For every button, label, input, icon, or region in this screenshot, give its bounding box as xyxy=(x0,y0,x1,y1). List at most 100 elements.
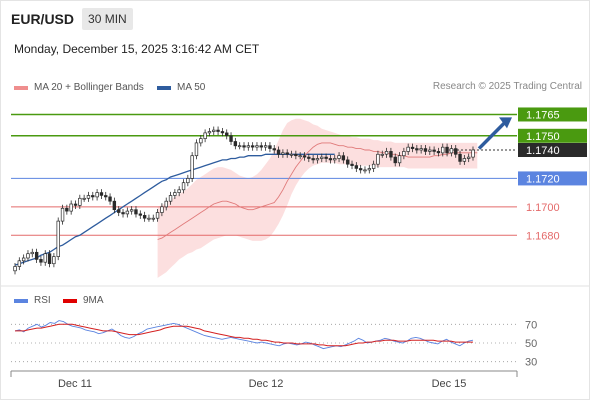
rsi-swatch xyxy=(14,298,28,303)
candle-body xyxy=(177,189,181,193)
candle-body xyxy=(43,253,47,263)
candle-body xyxy=(160,206,164,213)
candle-body xyxy=(129,209,134,212)
candle-body xyxy=(389,151,393,158)
research-credit: Research © 2025 Trading Central xyxy=(432,81,582,92)
candle-body xyxy=(281,152,285,155)
candle-body xyxy=(328,158,333,161)
candle-body xyxy=(164,200,168,208)
candle-body xyxy=(86,195,91,199)
candle-body xyxy=(346,159,350,165)
candle-body xyxy=(454,148,458,155)
candle-body xyxy=(121,212,125,215)
candle-body xyxy=(56,220,60,257)
candle-body xyxy=(255,145,259,148)
candle-body xyxy=(363,169,367,172)
level-label-1.1700: 1.1700 xyxy=(526,202,560,214)
candle-body xyxy=(380,153,384,156)
candle-body xyxy=(402,151,406,157)
candle-body xyxy=(458,153,462,162)
rsi-series-9MA xyxy=(15,323,473,347)
legend-rsi: RSI xyxy=(14,295,51,306)
legend-ma50: MA 50 xyxy=(157,82,205,93)
candle-body xyxy=(237,145,242,148)
candle-body xyxy=(117,209,121,213)
candle-body xyxy=(397,155,402,164)
level-label-1.1750: 1.1750 xyxy=(526,131,560,143)
level-label-1.1765: 1.1765 xyxy=(526,109,560,121)
candle-body xyxy=(134,209,138,215)
candle-body xyxy=(371,163,376,169)
ma20-line xyxy=(157,142,478,240)
candle-body xyxy=(99,192,104,196)
candle-body xyxy=(34,251,39,260)
candle-body xyxy=(354,165,359,169)
level-label-1.1740: 1.1740 xyxy=(526,145,560,157)
candle-body xyxy=(104,195,108,198)
candle-body xyxy=(173,192,177,196)
forecast-arrow-shaft xyxy=(477,120,508,150)
candle-body xyxy=(441,146,445,154)
candle-body xyxy=(65,207,69,212)
candle-body xyxy=(449,148,454,154)
candle-body xyxy=(186,178,190,184)
candle-body xyxy=(350,163,354,166)
candle-body xyxy=(341,155,346,161)
level-label-1.1680: 1.1680 xyxy=(526,230,560,242)
level-label-box-1.1720 xyxy=(518,171,587,186)
bollinger-band-area xyxy=(157,118,478,278)
candle-body xyxy=(263,145,268,148)
level-label-box-1.1765 xyxy=(518,107,587,122)
instrument-label: EUR/USD xyxy=(11,11,75,27)
candle-body xyxy=(220,131,225,134)
level-label-1.1720: 1.1720 xyxy=(526,173,560,185)
ma20-legend-label: MA 20 + Bollinger Bands xyxy=(34,82,144,93)
candle-body xyxy=(436,151,441,154)
candle-body xyxy=(289,153,294,156)
legend-rsi-ma: 9MA xyxy=(63,295,104,306)
level-label-box-1.1740 xyxy=(518,143,587,157)
candle-body xyxy=(108,196,112,202)
x-tick-label: Dec 12 xyxy=(249,378,284,390)
candle-body xyxy=(307,156,311,159)
candle-body xyxy=(82,197,86,200)
candle-body xyxy=(30,251,34,255)
candle-body xyxy=(333,158,337,161)
candle-body xyxy=(39,259,43,263)
candle-body xyxy=(324,156,328,159)
candle-body xyxy=(138,213,143,216)
candle-body xyxy=(298,155,302,158)
candle-body xyxy=(246,145,251,148)
timeframe-badge[interactable]: 30 MIN xyxy=(82,8,133,30)
forecast-arrow-head xyxy=(499,117,512,129)
candle-body xyxy=(311,158,315,161)
candle-body xyxy=(337,155,341,159)
candle-body xyxy=(73,203,78,206)
candle-body xyxy=(419,148,423,151)
candle-body xyxy=(233,141,238,147)
candle-body xyxy=(151,217,155,220)
candle-body xyxy=(406,146,410,152)
candle-body xyxy=(26,253,30,259)
candle-body xyxy=(285,152,289,155)
candle-body xyxy=(216,129,220,132)
candle-body xyxy=(112,200,117,211)
candle-body xyxy=(315,158,320,161)
candle-body xyxy=(21,257,26,262)
candle-body xyxy=(95,192,99,198)
rsi-tick-70: 70 xyxy=(525,319,537,331)
candle-body xyxy=(199,138,203,144)
chart-header: EUR/USD 30 MIN xyxy=(11,7,133,31)
candle-body xyxy=(432,149,436,152)
candle-body xyxy=(142,215,147,219)
candle-body xyxy=(423,148,428,152)
candle-body xyxy=(229,135,233,142)
candle-body xyxy=(384,151,389,155)
candle-body xyxy=(393,156,397,164)
candle-body xyxy=(445,146,449,154)
ma50-legend-label: MA 50 xyxy=(177,82,206,93)
candle-body xyxy=(190,155,194,179)
candle-body xyxy=(410,146,415,149)
candle-body xyxy=(212,129,216,132)
